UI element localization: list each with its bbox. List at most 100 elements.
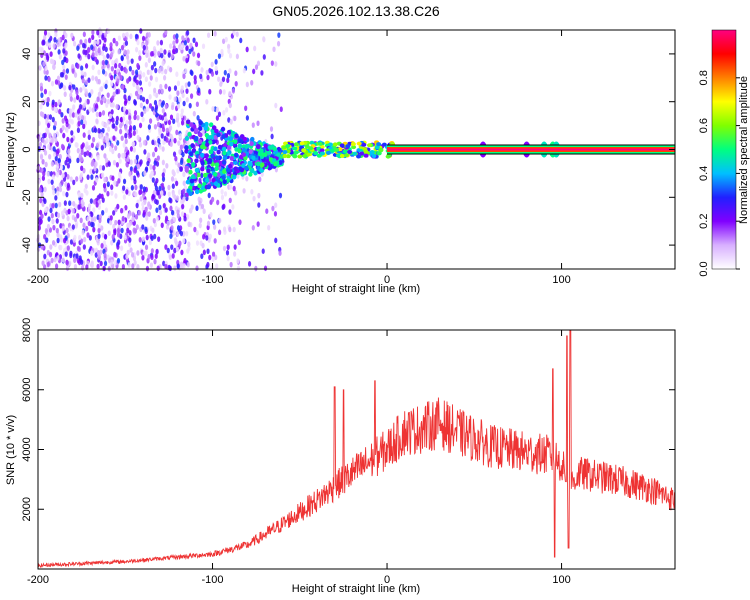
spectrogram-noise-cell — [101, 68, 106, 75]
spectrogram-signal-cell — [339, 153, 345, 158]
spectrogram-noise-cell — [100, 225, 104, 231]
spectrogram-signal-cell — [272, 146, 277, 152]
spectrogram-noise-cell — [89, 198, 93, 204]
spectrogram-noise-cell — [119, 74, 123, 81]
spectrogram-noise-cell — [51, 185, 55, 191]
spectrogram-noise-cell — [113, 251, 117, 258]
spectrogram-signal-cell — [241, 152, 246, 158]
spectrogram-noise-cell — [72, 84, 76, 90]
spectrogram-noise-cell — [124, 146, 128, 153]
spectrogram-noise-cell — [140, 111, 144, 118]
spectrogram-signal-cell — [359, 151, 365, 156]
spectrogram-noise-cell — [274, 237, 278, 244]
spectrogram-signal-cell — [194, 127, 199, 133]
spectrogram-noise-cell — [40, 48, 44, 54]
spectrogram-noise-cell — [71, 208, 75, 214]
spectrogram-noise-cell — [85, 141, 89, 148]
spectrogram-noise-cell — [179, 230, 184, 237]
spectrogram-noise-cell — [79, 217, 83, 224]
spectrogram-signal-cell — [188, 169, 193, 175]
spectrogram-noise-cell — [52, 64, 56, 70]
spectrogram-noise-cell — [44, 75, 48, 81]
spectrogram-noise-cell — [258, 176, 262, 183]
spectrogram-signal-cell — [362, 147, 368, 152]
spectrogram-noise-cell — [61, 172, 65, 179]
spectrogram-noise-cell — [213, 30, 217, 37]
spectrogram-noise-cell — [245, 46, 249, 53]
spectrogram-noise-cell — [114, 193, 118, 199]
spectrogram-noise-cell — [154, 104, 159, 111]
spectrogram-noise-cell — [245, 81, 249, 88]
spectrogram-noise-cell — [202, 233, 206, 240]
spectrogram-signal-cell — [213, 146, 218, 152]
spectrogram-noise-cell — [128, 237, 132, 243]
spectrogram-noise-cell — [115, 161, 119, 168]
spectrogram-noise-cell — [278, 192, 283, 199]
spectrogram-noise-cell — [62, 237, 67, 244]
spectrogram-noise-cell — [58, 108, 62, 115]
spectrogram-noise-cell — [169, 141, 173, 148]
spectrogram-noise-cell — [221, 76, 226, 83]
spectrogram-signal-cell — [189, 151, 194, 157]
spectrogram-noise-cell — [171, 183, 175, 190]
spectrogram-noise-cell — [134, 184, 138, 191]
spectrogram-signal-cell — [332, 142, 338, 147]
spectrogram-noise-cell — [260, 70, 264, 76]
spectrogram-noise-cell — [50, 212, 54, 219]
spectrogram-noise-cell — [145, 52, 149, 58]
spectrogram-noise-cell — [77, 234, 82, 241]
spectrogram-signal-cell — [213, 181, 219, 187]
spectrogram-signal-cell — [281, 145, 287, 150]
spectrogram-signal-cell — [326, 150, 332, 155]
spectrogram-noise-cell — [161, 100, 165, 106]
spectrogram-noise-cell — [154, 198, 158, 205]
spectrogram-noise-cell — [93, 39, 97, 46]
spectrogram-noise-cell — [45, 54, 50, 61]
y-tick-label: 2000 — [21, 497, 33, 521]
spectrogram-noise-cell — [102, 54, 107, 61]
spectrogram-noise-cell — [170, 225, 174, 231]
spectrogram-signal-cell — [308, 146, 314, 151]
spectrogram-noise-cell — [222, 109, 226, 116]
spectrogram-noise-cell — [182, 55, 186, 62]
spectrogram-noise-cell — [102, 182, 107, 189]
spectrogram-noise-cell — [111, 95, 115, 101]
x-tick-label: 0 — [384, 574, 390, 586]
spectrogram-noise-cell — [176, 231, 180, 237]
spectrogram-noise-cell — [77, 120, 81, 127]
spectrogram-noise-cell — [82, 167, 86, 174]
spectrogram-noise-cell — [148, 118, 153, 124]
spectrogram-noise-cell — [265, 208, 269, 215]
spectrogram-noise-cell — [150, 248, 154, 254]
spectrogram-noise-cell — [104, 59, 108, 66]
spectrogram-noise-cell — [38, 141, 43, 148]
spectrogram-signal-cell — [213, 171, 218, 177]
spectrogram-noise-cell — [94, 50, 98, 56]
spectrogram-noise-cell — [147, 57, 151, 64]
spectrogram-noise-cell — [157, 127, 162, 133]
spectrogram-noise-cell — [56, 232, 60, 238]
spectrogram-noise-cell — [104, 135, 109, 141]
spectrogram-noise-cell — [120, 207, 124, 214]
colorbar-label: Normalized spectral amplitude — [738, 76, 750, 224]
spectrogram-signal-cell — [244, 165, 249, 171]
spectrogram-noise-cell — [97, 127, 101, 134]
spectrogram-noise-cell — [128, 127, 132, 134]
spectrogram-noise-cell — [151, 151, 156, 158]
spectrogram-noise-cell — [206, 248, 210, 255]
spectrogram-noise-cell — [54, 101, 58, 108]
spectrogram-noise-cell — [76, 63, 80, 69]
snr-plot-area — [37, 329, 676, 569]
spectrogram-noise-cell — [121, 32, 126, 39]
spectrogram-noise-cell — [91, 107, 95, 113]
spectrogram-noise-cell — [228, 102, 232, 109]
spectrogram-noise-cell — [111, 234, 115, 240]
spectrogram-noise-cell — [168, 265, 172, 272]
spectrogram-noise-cell — [88, 92, 92, 98]
spectrogram-noise-cell — [68, 108, 72, 115]
spectrogram-noise-cell — [228, 226, 232, 233]
spectrogram-noise-cell — [83, 43, 87, 49]
spectrogram-noise-cell — [56, 75, 61, 82]
spectrogram-noise-cell — [196, 52, 201, 59]
spectrogram-signal-cell — [233, 152, 239, 158]
